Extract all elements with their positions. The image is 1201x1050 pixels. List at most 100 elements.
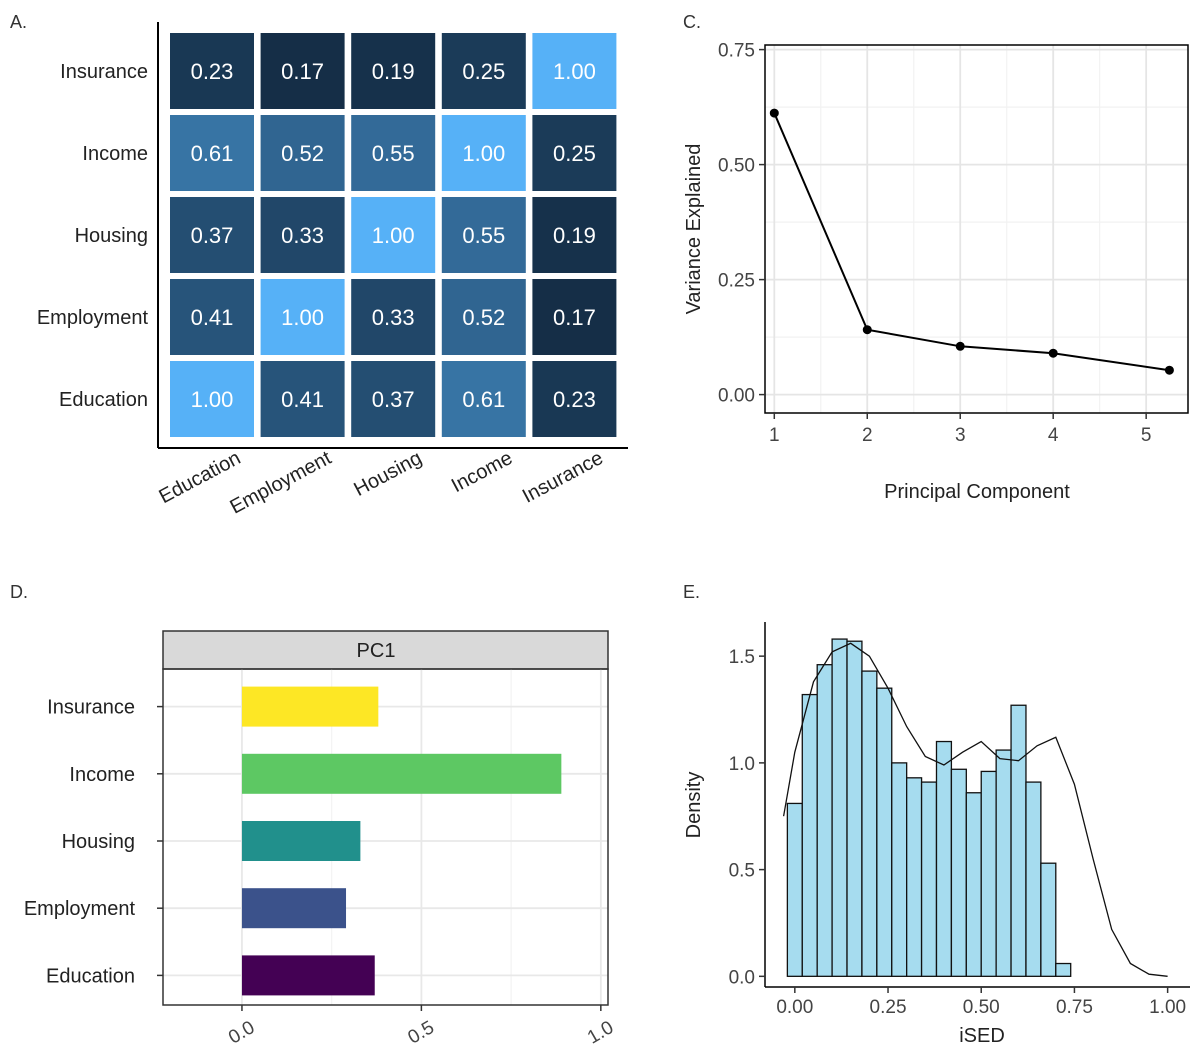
variance-point <box>1165 366 1174 375</box>
heatmap-cell-label: 0.33 <box>372 305 415 330</box>
heatmap-cell-label: 0.37 <box>372 387 415 412</box>
histogram-bin <box>892 763 907 976</box>
x-tick-label: 5 <box>1141 425 1152 446</box>
histogram-bin <box>936 742 951 977</box>
heatmap-cell-label: 0.41 <box>281 387 324 412</box>
variance-point <box>863 325 872 334</box>
heatmap-row-label: Employment <box>37 307 149 329</box>
y-category-label: Insurance <box>47 697 135 719</box>
heatmap-cell-label: 0.17 <box>281 59 324 84</box>
heatmap-cell-label: 0.19 <box>553 223 596 248</box>
histogram-bin <box>951 769 966 976</box>
heatmap-cell-label: 0.25 <box>553 141 596 166</box>
histogram-bin <box>981 771 996 976</box>
heatmap-cell-label: 0.55 <box>372 141 415 166</box>
x-tick-label: 0.50 <box>963 997 1000 1018</box>
variance-point <box>770 109 779 118</box>
x-tick-label: 0.5 <box>405 1017 438 1048</box>
heatmap-cell-label: 0.25 <box>462 59 505 84</box>
histogram-bin <box>1011 705 1026 976</box>
panel-c-scree-plot: C. 1 2 3 4 5 0.00 0.25 0.50 0.75 Principal Compo… <box>683 12 1188 503</box>
heatmap-cell-label: 0.55 <box>462 223 505 248</box>
heatmap-cell-label: 0.52 <box>462 305 505 330</box>
histogram-bin <box>1041 863 1056 976</box>
x-tick-label: 0.0 <box>225 1017 258 1048</box>
panel-c-x-axis-label: Principal Component <box>884 481 1070 503</box>
heatmap-cell-label: 0.19 <box>372 59 415 84</box>
heatmap-cell-label: 1.00 <box>553 59 596 84</box>
heatmap-cell-label: 0.52 <box>281 141 324 166</box>
heatmap-cell-label: 1.00 <box>191 387 234 412</box>
panel-c-y-axis-label: Variance Explained <box>683 144 705 315</box>
y-category-label: Income <box>69 764 135 786</box>
heatmap-cell-label: 0.23 <box>191 59 234 84</box>
histogram-bin <box>907 778 922 977</box>
x-tick-label: 0.00 <box>776 997 813 1018</box>
histogram-bin <box>862 671 877 976</box>
histogram-bin <box>787 803 802 976</box>
heatmap-row-label: Insurance <box>60 61 148 83</box>
x-tick-label: 1 <box>769 425 780 446</box>
panel-e-histogram: E. 0.00 0.25 0.50 0.75 1.00 0.0 0.5 1.0 1.5 iSED… <box>683 582 1190 1047</box>
heatmap-cell-label: 0.61 <box>462 387 505 412</box>
x-tick-label: 0.75 <box>1056 997 1093 1018</box>
panel-e-x-axis-label: iSED <box>959 1025 1005 1047</box>
heatmap-col-label: Insurance <box>519 447 607 508</box>
panel-e-tag: E. <box>683 582 700 602</box>
histogram-bin <box>1056 964 1071 977</box>
heatmap-cell-label: 1.00 <box>372 223 415 248</box>
y-tick-label: 0.00 <box>718 386 755 407</box>
histogram-bin <box>877 688 892 976</box>
panel-d-tag: D. <box>10 582 28 602</box>
variance-point <box>1049 349 1058 358</box>
loading-bar <box>242 821 360 861</box>
x-tick-label: 3 <box>955 425 966 446</box>
panel-c-frame <box>765 45 1188 413</box>
y-tick-label: 0.25 <box>718 271 755 292</box>
heatmap-cell-label: 0.23 <box>553 387 596 412</box>
panel-d-loadings: D. PC1 0.0 0.5 1.0 Insurance Income Housing Em… <box>10 582 617 1049</box>
heatmap-row-label: Education <box>59 389 148 411</box>
histogram-bin <box>966 793 981 977</box>
y-tick-label: 1.5 <box>729 647 755 668</box>
x-tick-label: 4 <box>1048 425 1059 446</box>
variance-line <box>774 113 1169 370</box>
y-category-label: Education <box>46 965 135 987</box>
loading-bar <box>242 888 346 928</box>
variance-point <box>956 342 965 351</box>
histogram-bin <box>996 750 1011 976</box>
x-tick-label: 1.0 <box>584 1017 617 1048</box>
panel-d-frame <box>163 669 608 1005</box>
heatmap-cell-label: 1.00 <box>281 305 324 330</box>
heatmap-col-label: Employment <box>226 447 335 519</box>
x-tick-label: 2 <box>862 425 873 446</box>
heatmap-row-label: Housing <box>75 225 148 247</box>
histogram-bin <box>1026 782 1041 976</box>
heatmap-cell-label: 0.33 <box>281 223 324 248</box>
loading-bar <box>242 955 375 995</box>
panel-e-y-axis-label: Density <box>683 772 705 839</box>
y-tick-label: 0.0 <box>729 967 755 988</box>
y-category-label: Employment <box>24 898 136 920</box>
y-category-label: Housing <box>62 831 135 853</box>
heatmap-row-label: Income <box>82 143 148 165</box>
histogram-bin <box>847 641 862 976</box>
loading-bar <box>242 754 561 794</box>
y-tick-label: 0.75 <box>718 41 755 62</box>
x-tick-label: 0.25 <box>870 997 907 1018</box>
loading-bar <box>242 687 378 727</box>
histogram-bin <box>832 639 847 976</box>
panel-a-heatmap: A. 0.23 0.17 0.19 0.25 1.00 0.61 0.52 0.55 1.00 0… <box>10 12 628 519</box>
histogram-bin <box>922 782 937 976</box>
panel-c-tag: C. <box>683 12 701 32</box>
heatmap-cell-label: 0.17 <box>553 305 596 330</box>
y-tick-label: 0.50 <box>718 156 755 177</box>
heatmap-col-label: Housing <box>350 447 425 501</box>
y-tick-label: 0.5 <box>729 861 755 882</box>
histogram-bin <box>802 695 817 977</box>
panel-a-tag: A. <box>10 12 27 32</box>
heatmap-cell-label: 0.41 <box>191 305 234 330</box>
heatmap-cell-label: 1.00 <box>462 141 505 166</box>
histogram-bin <box>817 665 832 977</box>
